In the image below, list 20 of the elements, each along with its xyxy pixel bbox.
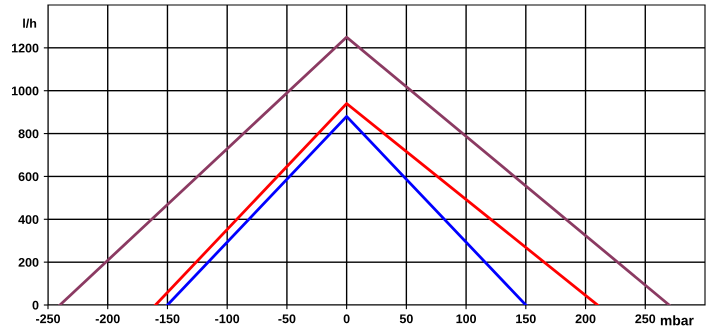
x-tick-label: -50 [278, 314, 296, 324]
y-tick-label: 600 [18, 172, 38, 182]
x-axis-title: mbar [660, 315, 694, 326]
y-tick-label: 200 [18, 258, 38, 267]
x-tick-label: 0 [344, 314, 350, 324]
y-tick-label: 800 [18, 129, 38, 138]
x-tick-label: 50 [400, 314, 413, 324]
y-tick-label: 400 [18, 215, 38, 224]
x-tick-label: -100 [215, 314, 240, 324]
x-tick-label: -250 [36, 314, 60, 324]
x-tick-label: 250 [635, 314, 656, 324]
y-axis-title: l/h [23, 18, 36, 28]
y-tick-label: 0 [32, 300, 38, 310]
x-tick-label: -150 [155, 314, 180, 324]
x-tick-label: -200 [96, 314, 120, 324]
x-tick-label: 150 [516, 314, 536, 324]
y-tick-label: 1000 [12, 86, 38, 96]
x-tick-label: 200 [576, 314, 596, 324]
x-tick-label: 100 [456, 314, 476, 324]
y-tick-label: 1200 [12, 44, 38, 53]
